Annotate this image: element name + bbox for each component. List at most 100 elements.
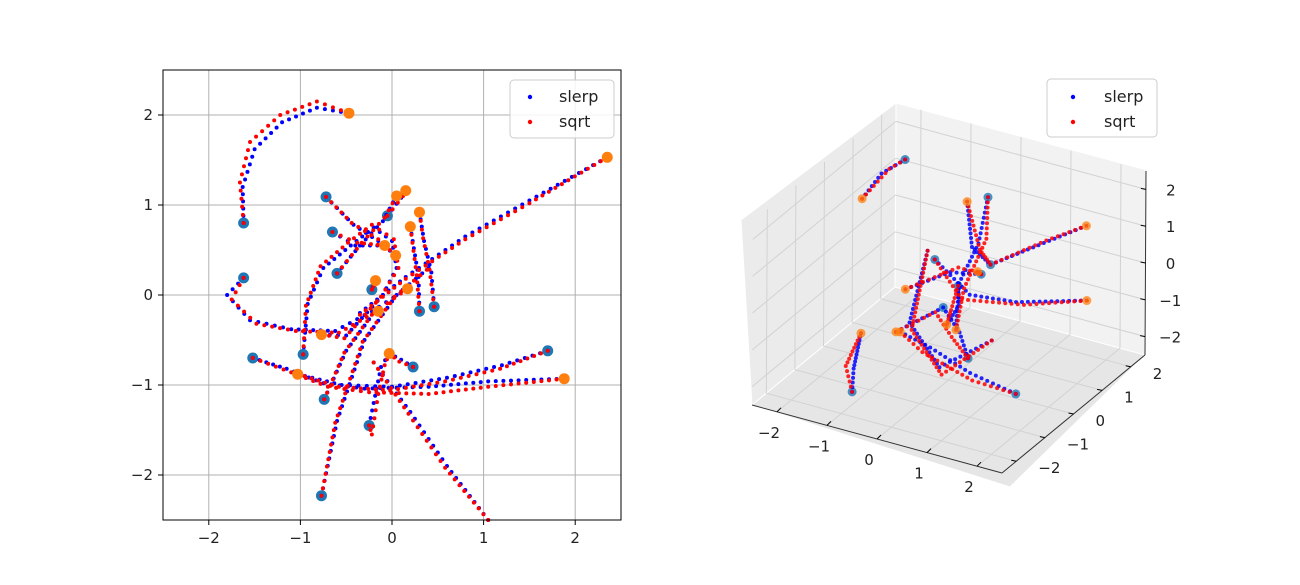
- end-point: [379, 240, 391, 251]
- sqrt-point-3d: [976, 347, 981, 352]
- sqrt-point: [406, 411, 411, 416]
- sqrt-point: [380, 294, 385, 299]
- sqrt-point-3d: [923, 257, 928, 262]
- sqrt-point: [411, 384, 416, 389]
- sqrt-point-3d: [1015, 302, 1020, 307]
- sqrt-point-3d: [1007, 389, 1012, 394]
- sqrt-point-3d: [958, 304, 963, 309]
- legend-marker-slerp: [527, 94, 533, 100]
- sqrt-point-3d: [965, 375, 970, 380]
- sqrt-point: [368, 242, 373, 247]
- sqrt-point-3d: [985, 195, 990, 200]
- x-tick-3d: [976, 461, 982, 467]
- sqrt-point: [379, 377, 384, 382]
- sqrt-point: [241, 275, 246, 280]
- sqrt-point: [369, 303, 374, 308]
- slerp-point-3d: [953, 357, 958, 362]
- slerp-point-3d: [985, 295, 990, 300]
- sqrt-point: [329, 200, 334, 205]
- sqrt-point-3d: [912, 314, 917, 319]
- slerp-point: [250, 154, 255, 159]
- sqrt-point-3d: [922, 261, 927, 266]
- slerp-point: [337, 252, 342, 257]
- slerp-point: [569, 174, 574, 179]
- y-tick-label: 1: [143, 196, 153, 214]
- slerp-point-3d: [850, 380, 855, 385]
- sqrt-point: [322, 479, 327, 484]
- sqrt-point: [456, 241, 461, 246]
- sqrt-point: [490, 368, 495, 373]
- sqrt-point: [376, 392, 381, 396]
- sqrt-point: [481, 512, 486, 517]
- slerp-point: [381, 384, 386, 389]
- sqrt-point-3d: [988, 384, 993, 389]
- sqrt-point-3d: [920, 275, 925, 280]
- sqrt-point-3d: [915, 282, 920, 287]
- sqrt-point: [266, 123, 271, 128]
- slerp-point: [245, 169, 250, 174]
- x-tick-label: −1: [289, 529, 311, 547]
- slerp-point: [332, 257, 337, 261]
- sqrt-point-3d: [994, 260, 999, 265]
- slerp-point: [289, 327, 294, 332]
- sqrt-point: [373, 387, 378, 392]
- sqrt-point-3d: [948, 366, 953, 371]
- x-tick-3d: [876, 434, 882, 440]
- slerp-point: [448, 382, 453, 387]
- plot-2d-legend: slerp sqrt: [509, 79, 615, 139]
- sqrt-point: [471, 386, 476, 391]
- sqrt-point-3d: [1047, 301, 1052, 306]
- sqrt-point: [566, 178, 571, 183]
- sqrt-point: [396, 391, 401, 396]
- slerp-point-3d: [854, 352, 859, 357]
- sqrt-point: [443, 465, 448, 470]
- sqrt-point: [314, 99, 319, 104]
- sqrt-point: [303, 303, 308, 308]
- slerp-point: [343, 248, 348, 252]
- y-tick-label-3d: 0: [1096, 412, 1106, 430]
- sqrt-point: [363, 308, 368, 313]
- sqrt-point: [327, 449, 332, 454]
- sqrt-point: [466, 374, 471, 378]
- sqrt-point-3d: [846, 374, 851, 379]
- plot-2d-marks: [225, 99, 613, 522]
- sqrt-point: [404, 362, 409, 367]
- slerp-point: [515, 358, 520, 363]
- slerp-point-3d: [979, 226, 984, 231]
- slerp-point-3d: [965, 263, 970, 268]
- sqrt-point-3d: [850, 349, 855, 354]
- sqrt-point-3d: [1021, 302, 1026, 307]
- sqrt-point: [470, 233, 475, 238]
- sqrt-point: [553, 185, 558, 190]
- sqrt-point-3d: [1072, 227, 1077, 232]
- sqrt-point: [424, 267, 429, 272]
- sqrt-point-3d: [892, 163, 897, 168]
- slerp-point-3d: [948, 273, 953, 278]
- sqrt-point: [339, 357, 344, 362]
- sqrt-point-3d: [974, 259, 979, 264]
- end-point-3d: [962, 197, 972, 207]
- sqrt-point: [344, 215, 349, 220]
- sqrt-point: [285, 327, 290, 332]
- sqrt-point-3d: [845, 360, 850, 365]
- sqrt-point: [386, 290, 391, 295]
- slerp-point-3d: [996, 297, 1001, 302]
- sqrt-point: [418, 218, 423, 223]
- sqrt-point: [392, 285, 397, 290]
- sqrt-point-3d: [929, 357, 934, 362]
- sqrt-point-3d: [944, 270, 949, 275]
- end-point: [601, 151, 613, 163]
- sqrt-point: [431, 297, 436, 302]
- x-tick-label-3d: 1: [914, 465, 924, 483]
- sqrt-point: [376, 221, 381, 226]
- sqrt-point: [243, 156, 248, 161]
- slerp-point: [371, 401, 376, 405]
- slerp-point: [421, 379, 426, 384]
- sqrt-point-3d: [966, 277, 971, 282]
- sqrt-point-3d: [989, 338, 994, 343]
- sqrt-point: [415, 287, 420, 292]
- sqrt-point-3d: [1009, 301, 1014, 306]
- end-point: [343, 107, 355, 119]
